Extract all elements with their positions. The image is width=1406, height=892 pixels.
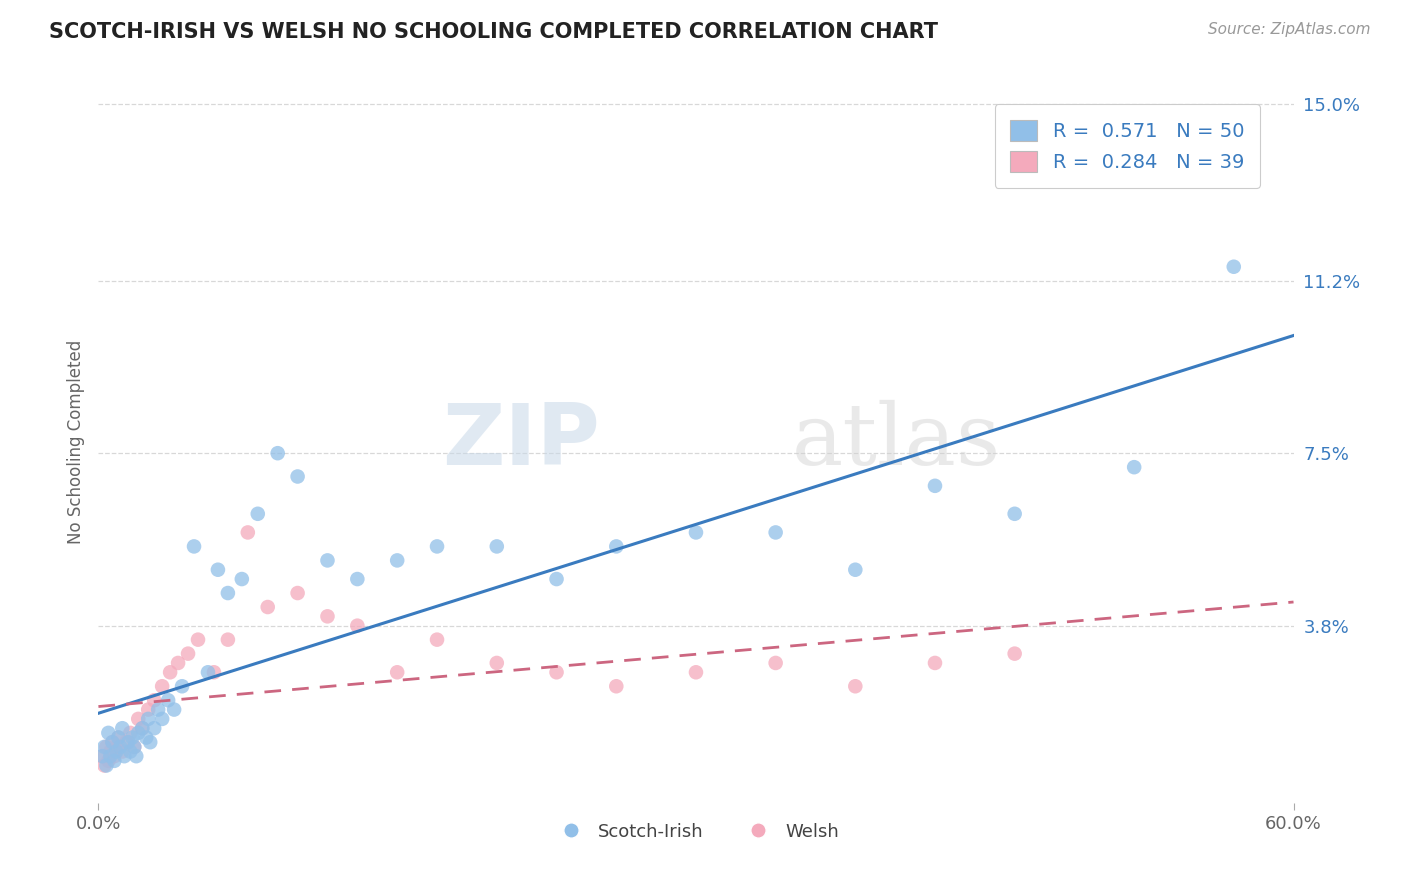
Point — [115, 735, 138, 749]
Point — [385, 665, 409, 680]
Point — [127, 726, 149, 740]
Point — [105, 739, 128, 754]
Point — [107, 731, 129, 745]
Legend: Scotch-Irish, Welsh: Scotch-Irish, Welsh — [546, 815, 846, 848]
Point — [844, 679, 866, 693]
Point — [316, 609, 339, 624]
Point — [202, 665, 225, 680]
Point — [143, 693, 166, 707]
Point — [91, 749, 114, 764]
Point — [605, 679, 627, 693]
Point — [111, 745, 134, 759]
Point — [139, 735, 162, 749]
Point — [231, 572, 253, 586]
Point — [136, 712, 159, 726]
Point — [426, 632, 449, 647]
Point — [346, 618, 368, 632]
Point — [150, 679, 173, 693]
Point — [385, 553, 409, 567]
Point — [101, 735, 124, 749]
Point — [685, 525, 707, 540]
Point — [124, 739, 146, 754]
Point — [127, 712, 149, 726]
Point — [177, 647, 200, 661]
Point — [131, 721, 153, 735]
Point — [97, 754, 120, 768]
Text: ZIP: ZIP — [443, 400, 600, 483]
Point — [546, 665, 568, 680]
Point — [1004, 507, 1026, 521]
Point — [267, 446, 290, 460]
Point — [124, 739, 146, 754]
Point — [110, 739, 132, 754]
Point — [107, 731, 129, 745]
Point — [91, 749, 114, 764]
Text: atlas: atlas — [792, 400, 1001, 483]
Point — [485, 540, 508, 554]
Point — [148, 702, 170, 716]
Point — [924, 479, 946, 493]
Point — [143, 721, 166, 735]
Point — [96, 739, 118, 754]
Point — [765, 525, 787, 540]
Point — [120, 745, 142, 759]
Point — [246, 507, 269, 521]
Point — [163, 702, 186, 716]
Point — [150, 712, 173, 726]
Point — [93, 758, 115, 772]
Point — [112, 749, 135, 764]
Point — [93, 739, 115, 754]
Point — [316, 553, 339, 567]
Point — [167, 656, 190, 670]
Y-axis label: No Schooling Completed: No Schooling Completed — [66, 340, 84, 543]
Point — [924, 656, 946, 670]
Point — [135, 731, 157, 745]
Point — [98, 745, 122, 759]
Point — [256, 600, 278, 615]
Point — [765, 656, 787, 670]
Point — [844, 563, 866, 577]
Point — [217, 586, 239, 600]
Point — [103, 749, 125, 764]
Point — [103, 754, 125, 768]
Point — [105, 745, 128, 759]
Point — [685, 665, 707, 680]
Point — [157, 693, 180, 707]
Point — [1004, 647, 1026, 661]
Point — [121, 731, 143, 745]
Point — [98, 749, 122, 764]
Point — [131, 721, 153, 735]
Point — [101, 735, 124, 749]
Point — [120, 726, 142, 740]
Point — [136, 702, 159, 716]
Point — [96, 758, 118, 772]
Point — [187, 632, 209, 647]
Point — [197, 665, 219, 680]
Point — [287, 586, 309, 600]
Point — [117, 735, 139, 749]
Point — [111, 721, 134, 735]
Point — [236, 525, 259, 540]
Point — [97, 726, 120, 740]
Point — [207, 563, 229, 577]
Text: SCOTCH-IRISH VS WELSH NO SCHOOLING COMPLETED CORRELATION CHART: SCOTCH-IRISH VS WELSH NO SCHOOLING COMPL… — [49, 22, 938, 42]
Point — [172, 679, 194, 693]
Point — [183, 540, 205, 554]
Point — [485, 656, 508, 670]
Point — [159, 665, 181, 680]
Point — [125, 749, 148, 764]
Point — [1223, 260, 1246, 274]
Text: Source: ZipAtlas.com: Source: ZipAtlas.com — [1208, 22, 1371, 37]
Point — [287, 469, 309, 483]
Point — [217, 632, 239, 647]
Point — [1123, 460, 1146, 475]
Point — [605, 540, 627, 554]
Point — [426, 540, 449, 554]
Point — [346, 572, 368, 586]
Point — [546, 572, 568, 586]
